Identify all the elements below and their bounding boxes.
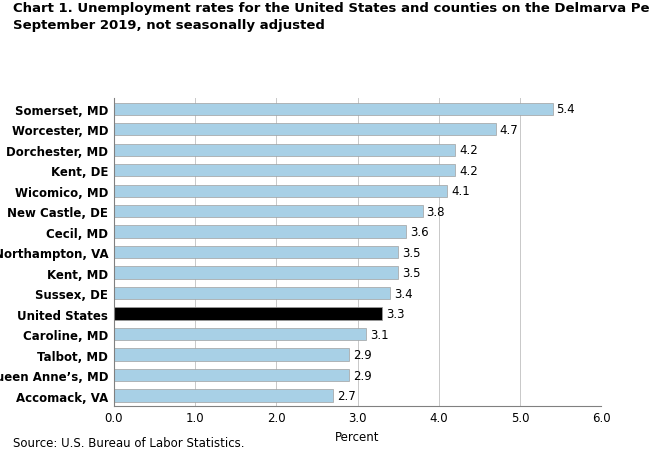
X-axis label: Percent: Percent xyxy=(335,430,380,443)
Bar xyxy=(114,328,365,341)
Bar xyxy=(114,165,455,177)
Bar xyxy=(114,124,495,136)
Bar xyxy=(114,206,422,218)
Text: 3.3: 3.3 xyxy=(386,308,404,320)
Bar xyxy=(114,308,382,320)
Bar xyxy=(114,226,406,238)
Text: 4.1: 4.1 xyxy=(451,185,470,198)
Text: Source: U.S. Bureau of Labor Statistics.: Source: U.S. Bureau of Labor Statistics. xyxy=(13,436,244,449)
Text: 3.4: 3.4 xyxy=(394,287,413,300)
Bar xyxy=(114,144,455,156)
Bar xyxy=(114,246,398,259)
Bar xyxy=(114,390,333,402)
Text: 2.9: 2.9 xyxy=(354,348,372,361)
Bar xyxy=(114,287,390,299)
Bar xyxy=(114,185,447,198)
Text: 2.9: 2.9 xyxy=(354,369,372,382)
Text: 3.5: 3.5 xyxy=(402,267,421,280)
Bar xyxy=(114,267,398,279)
Text: 3.6: 3.6 xyxy=(410,226,429,239)
Bar xyxy=(114,369,350,382)
Bar xyxy=(114,103,552,115)
Text: Chart 1. Unemployment rates for the United States and counties on the Delmarva P: Chart 1. Unemployment rates for the Unit… xyxy=(13,2,650,32)
Bar xyxy=(114,349,350,361)
Text: 2.7: 2.7 xyxy=(337,389,356,402)
Text: 3.1: 3.1 xyxy=(370,328,388,341)
Text: 4.2: 4.2 xyxy=(459,144,478,157)
Text: 3.8: 3.8 xyxy=(426,205,445,218)
Text: 4.2: 4.2 xyxy=(459,164,478,177)
Text: 4.7: 4.7 xyxy=(500,124,519,136)
Text: 3.5: 3.5 xyxy=(402,246,421,259)
Text: 5.4: 5.4 xyxy=(556,103,575,116)
